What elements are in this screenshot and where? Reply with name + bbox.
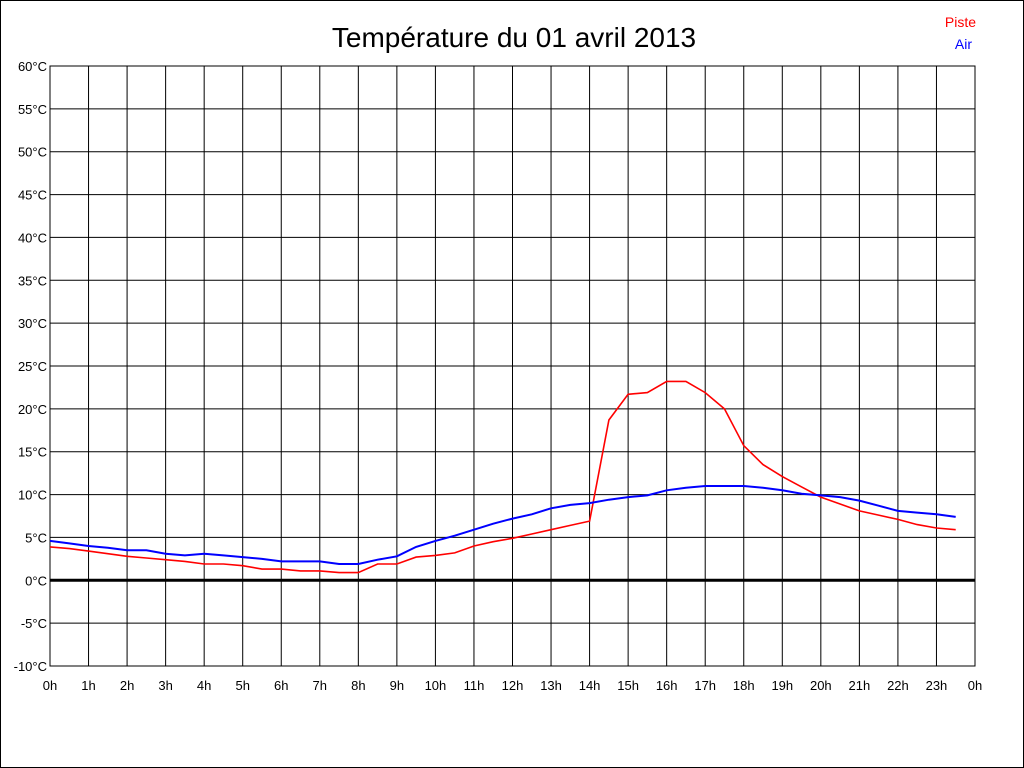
x-tick-label: 2h	[120, 678, 134, 693]
series-lines	[49, 380, 956, 574]
legend-air: Air	[955, 36, 972, 52]
x-tick-label: 7h	[313, 678, 327, 693]
x-tick-label: 6h	[274, 678, 288, 693]
x-tick-label: 19h	[771, 678, 793, 693]
y-tick-label: -5°C	[21, 616, 47, 631]
x-tick-label: 14h	[579, 678, 601, 693]
y-tick-label: 20°C	[18, 402, 47, 417]
y-tick-label: 30°C	[18, 316, 47, 331]
x-tick-label: 15h	[617, 678, 639, 693]
x-tick-label: 23h	[926, 678, 948, 693]
x-tick-label: 11h	[464, 678, 485, 693]
y-tick-label: 40°C	[18, 230, 47, 245]
y-tick-label: 45°C	[18, 188, 47, 203]
x-tick-label: 5h	[235, 678, 249, 693]
x-tick-label: 17h	[694, 678, 716, 693]
x-tick-label: 1h	[81, 678, 95, 693]
x-tick-label: 12h	[502, 678, 524, 693]
series-line-air	[49, 485, 956, 565]
x-tick-label: 0h	[43, 678, 57, 693]
legend-piste: Piste	[945, 14, 976, 30]
y-tick-label: 35°C	[18, 273, 47, 288]
y-tick-label: 55°C	[18, 102, 47, 117]
y-tick-label: -10°C	[14, 659, 47, 674]
x-tick-label: 18h	[733, 678, 755, 693]
y-tick-label: 15°C	[18, 445, 47, 460]
x-tick-label: 22h	[887, 678, 909, 693]
chart-title: Température du 01 avril 2013	[332, 22, 696, 53]
x-tick-label: 0h	[968, 678, 982, 693]
y-tick-label: 10°C	[18, 488, 47, 503]
grid: -10°C -5°C 0°C 5°C 10°C 15°C 20°C 25°C 30°C 35°C 4…	[14, 59, 983, 693]
y-tick-label: 0°C	[25, 573, 47, 588]
y-tick-label: 50°C	[18, 145, 47, 160]
x-tick-label: 20h	[810, 678, 832, 693]
series-line-piste	[49, 380, 956, 574]
y-tick-label: 25°C	[18, 359, 47, 374]
x-tick-label: 4h	[197, 678, 211, 693]
x-tick-label: 16h	[656, 678, 678, 693]
y-tick-label: 60°C	[18, 59, 47, 74]
x-tick-label: 21h	[849, 678, 871, 693]
y-tick-label: 5°C	[25, 530, 47, 545]
x-tick-label: 9h	[390, 678, 404, 693]
x-tick-label: 10h	[425, 678, 447, 693]
x-tick-label: 13h	[540, 678, 562, 693]
x-tick-label: 8h	[351, 678, 365, 693]
x-tick-label: 3h	[158, 678, 172, 693]
